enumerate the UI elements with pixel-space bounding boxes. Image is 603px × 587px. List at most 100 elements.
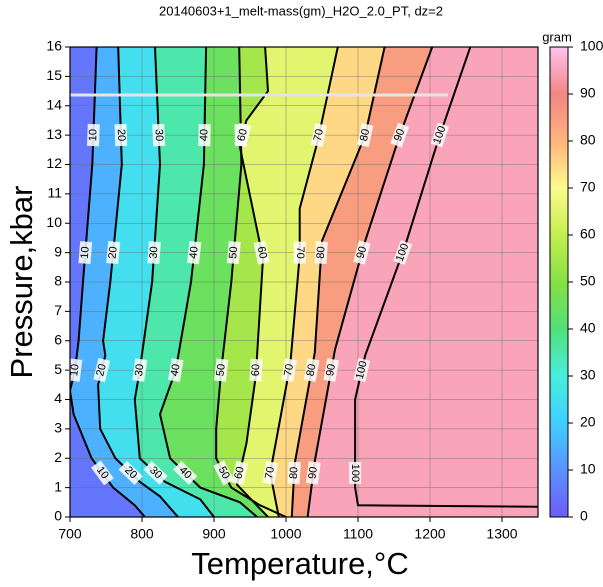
colorbar-tick-label: 20 <box>580 414 596 430</box>
chart-title: 20140603+1_melt-mass(gm)_H2O_2.0_PT, dz=… <box>159 3 443 18</box>
contour-label-group: 40 <box>187 241 202 265</box>
contour-label-group: 20 <box>106 241 121 265</box>
contour-label-bg <box>152 123 166 147</box>
contour-label: 80 <box>288 466 301 479</box>
contour-label: 30 <box>148 246 161 259</box>
contour-label: 20 <box>115 129 127 142</box>
colorbar-tick-label: 50 <box>580 273 596 289</box>
y-tick-label: 3 <box>54 420 62 436</box>
contour-label-group: 40 <box>173 460 198 485</box>
contour-label: 40 <box>169 363 183 377</box>
contour-label-group: 10 <box>78 241 93 265</box>
contour-label-bg <box>87 123 100 147</box>
y-tick-label: 8 <box>54 273 62 289</box>
contour-label-bg <box>106 241 121 265</box>
x-tick-label: 800 <box>130 526 154 542</box>
contour-label: 90 <box>324 363 338 377</box>
contour-label-bg <box>353 358 371 383</box>
contour-label: 50 <box>216 465 232 481</box>
y-tick-label: 4 <box>54 390 62 406</box>
contour-label: 80 <box>358 128 372 143</box>
y-tick-label: 2 <box>54 449 62 465</box>
contour-label: 70 <box>282 363 296 377</box>
contour-label-bg <box>91 460 114 486</box>
y-tick-label: 1 <box>54 478 62 494</box>
contour-label-group: 90 <box>390 122 410 148</box>
contour-label-bg <box>356 123 374 148</box>
contour-label: 10 <box>87 129 99 142</box>
contour-label-bg <box>114 123 128 147</box>
contour-label-bg <box>303 358 320 382</box>
colorbar-tick-label: 60 <box>580 226 596 242</box>
contour-label-group: 40 <box>168 358 184 382</box>
contour-label-bg <box>349 461 362 484</box>
contour-label: 60 <box>250 364 263 377</box>
contour-label-group: 40 <box>198 123 211 147</box>
contour-label-bg <box>173 460 198 485</box>
contour-label: 40 <box>187 246 200 259</box>
contour-label-group: 90 <box>323 358 340 382</box>
contour-label-bg <box>262 460 279 485</box>
contour-label: 70 <box>312 128 326 142</box>
contour-label-bg <box>253 240 270 265</box>
y-tick-label: 6 <box>54 331 62 347</box>
contour-label: 90 <box>392 127 407 143</box>
contour-label-group: 10 <box>87 123 100 147</box>
contour-label-bg <box>353 240 371 265</box>
contour-label: 20 <box>94 363 109 378</box>
contour-label-group: 90 <box>353 240 371 265</box>
contour-label-group: 100 <box>353 358 371 383</box>
contour-label-bg <box>118 460 143 485</box>
contour-label: 70 <box>263 466 277 480</box>
y-axis-title: Pressure,kbar <box>4 186 39 379</box>
x-tick-label: 1000 <box>270 526 301 542</box>
y-tick-label: 12 <box>46 155 62 171</box>
y-tick-label: 7 <box>54 302 62 318</box>
contour-label-group: 60 <box>249 358 263 382</box>
contour-label: 80 <box>315 246 328 259</box>
contour-label-group: 70 <box>262 460 279 485</box>
colorbar-tick-label: 0 <box>580 508 588 524</box>
contour-label-group: 20 <box>114 123 128 147</box>
contour-label: 100 <box>431 124 448 145</box>
y-tick-label: 0 <box>54 508 62 524</box>
contour-label-bg <box>314 241 328 264</box>
y-tick-label: 5 <box>54 361 62 377</box>
contour-label-bg <box>187 241 202 265</box>
contour-label: 60 <box>232 466 246 481</box>
contour-label-group: 90 <box>305 461 321 485</box>
contour-label: 100 <box>354 360 370 381</box>
contour-line <box>158 47 258 517</box>
contour-label-group: 60 <box>231 460 248 485</box>
contour-label-group: 10 <box>67 358 83 382</box>
x-tick-label: 1100 <box>343 526 373 542</box>
contour-label-bg <box>293 241 306 264</box>
y-tick-label: 15 <box>46 67 62 83</box>
colorbar <box>549 46 569 518</box>
y-tick-label: 10 <box>46 214 62 230</box>
colorbar-tick-label: 90 <box>580 85 596 101</box>
contour-label-group: 80 <box>287 461 301 485</box>
contour-label-group: 70 <box>293 241 306 264</box>
contour-label-group: 50 <box>226 241 241 265</box>
contour-label-bg <box>430 122 450 148</box>
colorbar-tick-label: 70 <box>580 179 596 195</box>
contour-label: 20 <box>107 246 120 259</box>
contour-label: 80 <box>305 363 319 377</box>
contour-label: 100 <box>394 242 412 263</box>
contour-label-bg <box>132 358 148 382</box>
contour-label-group: 80 <box>314 241 328 264</box>
contour-label-group: 70 <box>310 123 328 148</box>
contour-label-group: 30 <box>132 358 148 382</box>
y-tick-label: 14 <box>46 96 62 112</box>
contour-label-group: 10 <box>91 460 114 486</box>
contour-label-bg <box>78 241 93 265</box>
contour-label-group: 30 <box>143 461 168 485</box>
contour-label-group: 100 <box>430 122 450 148</box>
colorbar-tick-label: 10 <box>580 461 596 477</box>
contour-label-group: 50 <box>213 358 229 382</box>
x-tick-label: 900 <box>202 526 226 542</box>
contour-label-bg <box>168 358 184 382</box>
contour-label-group: 70 <box>281 358 298 383</box>
contour-label: 60 <box>235 128 250 143</box>
